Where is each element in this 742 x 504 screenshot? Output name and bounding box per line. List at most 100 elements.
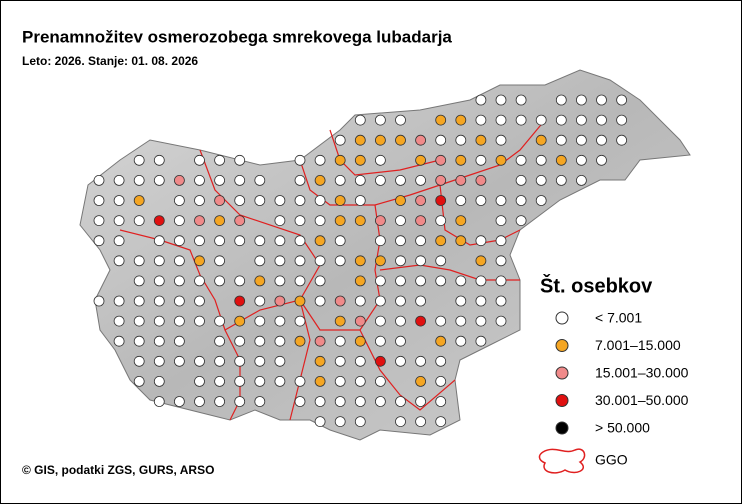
sampling-point <box>153 255 165 267</box>
sampling-point <box>415 396 427 407</box>
sampling-point <box>354 275 366 287</box>
sampling-point <box>274 215 286 227</box>
sampling-point <box>415 355 427 367</box>
sampling-point <box>495 94 507 106</box>
sampling-point <box>194 174 205 186</box>
sampling-point <box>133 375 145 387</box>
sampling-point <box>173 295 185 307</box>
sampling-point <box>214 396 226 407</box>
sampling-point <box>435 375 447 387</box>
sampling-point <box>495 134 507 146</box>
sampling-point <box>435 134 447 146</box>
sampling-point <box>495 275 507 287</box>
sampling-point <box>194 154 205 166</box>
sampling-point <box>153 375 165 387</box>
sampling-point <box>455 235 467 247</box>
sampling-point <box>93 195 105 206</box>
sampling-point <box>334 154 346 166</box>
sampling-point <box>395 215 406 227</box>
sampling-point <box>395 195 406 206</box>
sampling-point <box>194 315 205 327</box>
sampling-point <box>515 174 527 186</box>
sampling-point <box>354 396 366 407</box>
sampling-point <box>435 235 447 247</box>
sampling-point <box>314 235 326 247</box>
sampling-point <box>374 355 386 367</box>
sampling-point <box>133 255 145 267</box>
sampling-point <box>314 396 326 407</box>
sampling-point <box>133 275 145 287</box>
sampling-point <box>354 195 366 206</box>
sampling-point <box>435 154 447 166</box>
sampling-point <box>475 295 487 307</box>
sampling-point <box>254 195 266 206</box>
sampling-point <box>535 114 547 126</box>
sampling-point <box>455 335 467 347</box>
sampling-point <box>435 255 447 267</box>
sampling-point <box>234 174 246 186</box>
sampling-point <box>495 295 507 307</box>
sampling-point <box>153 174 165 186</box>
credit: © GIS, podatki ZGS, GURS, ARSO <box>22 463 214 477</box>
sampling-point <box>395 134 406 146</box>
sampling-point <box>194 275 205 287</box>
sampling-point <box>475 134 487 146</box>
sampling-point <box>153 355 165 367</box>
sampling-point <box>495 255 507 267</box>
sampling-point <box>395 355 406 367</box>
sampling-point <box>173 235 185 247</box>
sampling-point <box>515 195 527 206</box>
sampling-point <box>194 355 205 367</box>
sampling-point <box>374 235 386 247</box>
sampling-point <box>354 315 366 327</box>
sampling-point <box>475 275 487 287</box>
sampling-point <box>495 114 507 126</box>
sampling-point <box>113 335 125 347</box>
sampling-point <box>254 235 266 247</box>
sampling-point <box>254 174 266 186</box>
sampling-point <box>455 315 467 327</box>
sampling-point <box>354 215 366 227</box>
sampling-point <box>214 335 226 347</box>
sampling-point <box>395 396 406 407</box>
sampling-point <box>194 195 205 206</box>
sampling-point <box>354 375 366 387</box>
legend-swatch <box>555 394 569 407</box>
sampling-point <box>435 355 447 367</box>
sampling-point <box>334 235 346 247</box>
sampling-point <box>374 114 386 126</box>
sampling-point <box>395 315 406 327</box>
sampling-point <box>334 315 346 327</box>
sampling-point <box>395 174 406 186</box>
legend-title: Št. osebkov <box>540 273 653 297</box>
sampling-point <box>294 396 306 407</box>
sampling-point <box>515 154 527 166</box>
sampling-point <box>194 255 205 267</box>
sampling-point <box>214 275 226 287</box>
sampling-point <box>254 355 266 367</box>
sampling-point <box>435 215 447 227</box>
sampling-point <box>314 255 326 267</box>
sampling-point <box>395 255 406 267</box>
sampling-point <box>475 154 487 166</box>
sampling-point <box>395 114 406 126</box>
sampling-point <box>415 295 427 307</box>
sampling-point <box>374 295 386 307</box>
sampling-point <box>294 255 306 267</box>
legend-swatch <box>555 311 569 325</box>
sampling-point <box>274 255 286 267</box>
sampling-point <box>415 235 427 247</box>
sampling-point <box>555 114 567 126</box>
sampling-point <box>113 235 125 247</box>
sampling-point <box>234 396 246 407</box>
sampling-point <box>133 215 145 227</box>
sampling-point <box>294 315 306 327</box>
sampling-point <box>274 355 286 367</box>
sampling-point <box>214 195 226 206</box>
sampling-point <box>576 134 587 146</box>
sampling-point <box>334 195 346 206</box>
sampling-point <box>294 215 306 227</box>
sampling-point <box>415 215 427 227</box>
sampling-point <box>334 355 346 367</box>
